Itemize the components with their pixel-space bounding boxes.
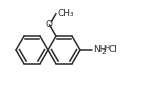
Text: 2: 2 bbox=[101, 48, 106, 54]
Text: O: O bbox=[46, 20, 53, 29]
Text: Cl: Cl bbox=[108, 46, 117, 54]
Text: NH: NH bbox=[93, 46, 106, 54]
Text: CH₃: CH₃ bbox=[57, 9, 74, 18]
Text: H: H bbox=[105, 45, 110, 51]
